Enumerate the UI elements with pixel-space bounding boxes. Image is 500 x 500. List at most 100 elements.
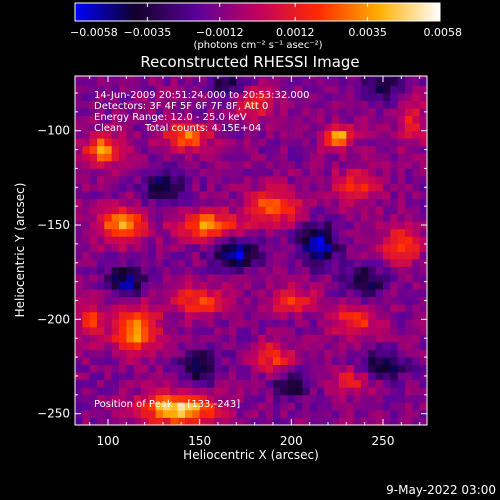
heatmap-cell — [199, 409, 208, 418]
heatmap-cell — [155, 92, 164, 101]
heatmap-cell — [397, 168, 406, 177]
heatmap-cell — [163, 357, 171, 366]
heatmap-cell — [177, 258, 186, 267]
heatmap-cell — [258, 123, 267, 132]
heatmap-cell — [258, 379, 267, 388]
heatmap-cell — [104, 206, 113, 215]
heatmap-cell — [383, 304, 391, 313]
heatmap-cell — [280, 394, 289, 403]
heatmap-cell — [185, 115, 193, 124]
heatmap-cell — [302, 296, 311, 305]
heatmap-cell — [89, 319, 98, 328]
heatmap-cell — [170, 357, 179, 366]
heatmap-cell — [119, 296, 127, 305]
heatmap-cell — [148, 394, 157, 403]
heatmap-cell — [214, 138, 223, 147]
heatmap-cell — [75, 319, 83, 328]
heatmap-cell — [192, 198, 201, 207]
heatmap-cell — [192, 92, 201, 101]
heatmap-cell — [280, 379, 289, 388]
heatmap-cell — [258, 274, 267, 283]
heatmap-cell — [405, 334, 413, 343]
heatmap-cell — [229, 409, 237, 418]
heatmap-cell — [97, 76, 105, 79]
heatmap-cell — [317, 213, 325, 222]
heatmap-cell — [126, 364, 135, 373]
heatmap-cell — [419, 77, 428, 86]
heatmap-cell — [265, 274, 274, 283]
heatmap-cell — [177, 243, 186, 252]
heatmap-cell — [82, 100, 91, 109]
heatmap-cell — [126, 206, 135, 215]
heatmap-cell — [111, 357, 120, 366]
heatmap-cell — [126, 409, 135, 418]
heatmap-cell — [75, 77, 83, 86]
heatmap-cell — [89, 341, 98, 350]
heatmap-cell — [89, 417, 98, 426]
heatmap-cell — [302, 92, 311, 101]
heatmap-cell — [324, 206, 333, 215]
heatmap-cell — [185, 85, 193, 94]
heatmap-cell — [412, 409, 421, 418]
heatmap-cell — [97, 281, 105, 290]
heatmap-cell — [331, 304, 340, 313]
heatmap-cell — [412, 108, 421, 117]
heatmap-cell — [273, 221, 281, 230]
heatmap-cell — [170, 349, 179, 358]
heatmap-cell — [185, 206, 193, 215]
heatmap-cell — [368, 319, 377, 328]
heatmap-cell — [375, 319, 384, 328]
heatmap-cell — [265, 319, 274, 328]
heatmap-cell — [361, 236, 369, 245]
heatmap-cell — [192, 304, 201, 313]
heatmap-cell — [236, 364, 245, 373]
heatmap-cell — [199, 77, 208, 86]
heatmap-cell — [148, 168, 157, 177]
heatmap-cell — [214, 198, 223, 207]
heatmap-cell — [353, 92, 362, 101]
heatmap-cell — [133, 387, 142, 396]
heatmap-cell — [368, 266, 377, 275]
heatmap-cell — [287, 258, 296, 267]
heatmap-cell — [111, 175, 120, 184]
heatmap-cell — [258, 85, 267, 94]
heatmap-cell — [192, 175, 201, 184]
heatmap-cell — [243, 243, 252, 252]
heatmap-cell — [353, 77, 362, 86]
heatmap-cell — [339, 296, 347, 305]
heatmap-cell — [295, 130, 303, 139]
heatmap-cell — [75, 334, 83, 343]
heatmap-cell — [295, 394, 303, 403]
heatmap-cell — [383, 364, 391, 373]
heatmap-cell — [419, 281, 428, 290]
heatmap-cell — [119, 274, 127, 283]
heatmap-cell — [419, 145, 428, 154]
heatmap-cell — [412, 357, 421, 366]
heatmap-cell — [221, 123, 230, 132]
heatmap-cell — [170, 281, 179, 290]
heatmap-cell — [236, 213, 245, 222]
heatmap-cell — [155, 319, 164, 328]
heatmap-cell — [133, 206, 142, 215]
heatmap-cell — [185, 175, 193, 184]
heatmap-cell — [265, 296, 274, 305]
heatmap-cell — [111, 145, 120, 154]
heatmap-cell — [405, 206, 413, 215]
heatmap-cell — [199, 221, 208, 230]
heatmap-cell — [317, 108, 325, 117]
heatmap-cell — [221, 92, 230, 101]
heatmap-cell — [353, 160, 362, 169]
heatmap-cell — [412, 213, 421, 222]
heatmap-cell — [361, 100, 369, 109]
heatmap-cell — [155, 281, 164, 290]
heatmap-cell — [287, 341, 296, 350]
heatmap-cell — [419, 387, 428, 396]
heatmap-cell — [133, 92, 142, 101]
heatmap-cell — [104, 296, 113, 305]
heatmap-cell — [141, 281, 149, 290]
heatmap-cell — [317, 251, 325, 260]
heatmap-cell — [214, 153, 223, 162]
heatmap-cell — [97, 357, 105, 366]
heatmap-cell — [177, 281, 186, 290]
heatmap-cell — [346, 402, 355, 411]
